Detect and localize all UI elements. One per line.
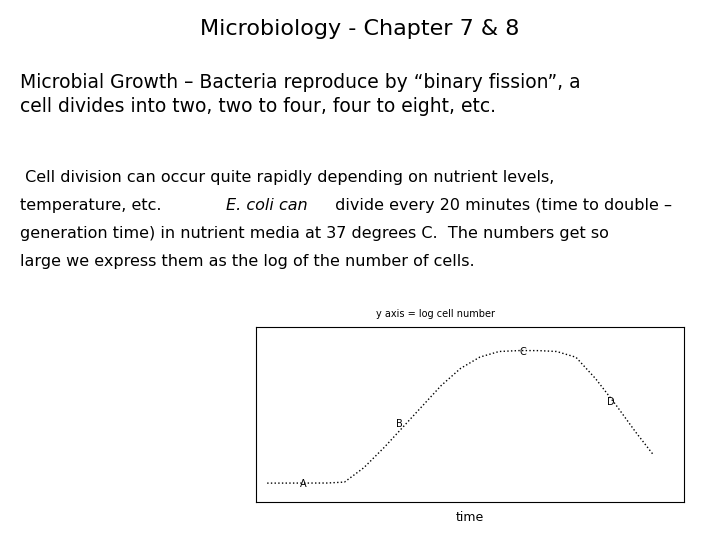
Text: temperature, etc.: temperature, etc.	[20, 198, 172, 213]
Text: Cell division can occur quite rapidly depending on nutrient levels,: Cell division can occur quite rapidly de…	[20, 170, 554, 185]
Text: generation time) in nutrient media at 37 degrees C.  The numbers get so: generation time) in nutrient media at 37…	[20, 226, 609, 241]
Text: Microbial Growth – Bacteria reproduce by “binary fission”, a
cell divides into t: Microbial Growth – Bacteria reproduce by…	[20, 73, 581, 116]
Text: A: A	[300, 479, 307, 489]
Text: Microbiology - Chapter 7 & 8: Microbiology - Chapter 7 & 8	[200, 19, 520, 39]
Text: D: D	[607, 397, 614, 407]
Text: C: C	[520, 347, 527, 357]
Text: time: time	[456, 511, 484, 524]
Text: y axis = log cell number: y axis = log cell number	[376, 308, 495, 319]
Text: divide every 20 minutes (time to double –: divide every 20 minutes (time to double …	[330, 198, 672, 213]
Text: E. coli can: E. coli can	[225, 198, 307, 213]
Text: B: B	[397, 418, 403, 429]
Text: large we express them as the log of the number of cells.: large we express them as the log of the …	[20, 254, 474, 269]
